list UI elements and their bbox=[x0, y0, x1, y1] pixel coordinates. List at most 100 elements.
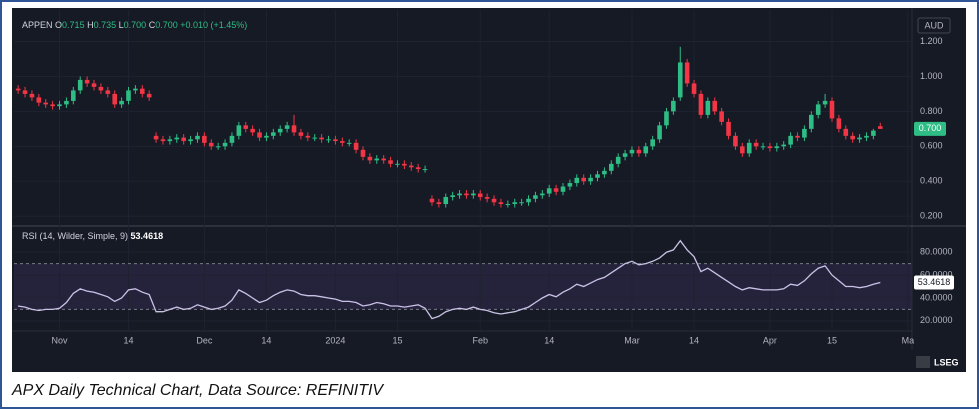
change: +0.010 (+1.45%) bbox=[180, 20, 247, 30]
candle-body bbox=[257, 132, 262, 138]
candle-body bbox=[533, 195, 538, 199]
candle-body bbox=[484, 197, 490, 199]
x-tick-label: Nov bbox=[52, 335, 69, 345]
candle-body bbox=[277, 128, 283, 133]
candle-body bbox=[367, 156, 373, 161]
currency-box[interactable] bbox=[917, 17, 951, 34]
candle-body bbox=[215, 146, 221, 148]
candle-body bbox=[36, 97, 42, 103]
rsi-tag-label: 53.4618 bbox=[918, 277, 951, 287]
rsi-title: RSI (14, Wilder, Simple, 9) bbox=[22, 231, 128, 241]
candle-body bbox=[850, 135, 855, 140]
y-tick-label: 1.200 bbox=[920, 36, 943, 46]
candle-body bbox=[629, 149, 635, 154]
open-label: O bbox=[55, 20, 62, 30]
high-label: H bbox=[87, 20, 94, 30]
candle-body bbox=[705, 100, 711, 115]
logo-icon bbox=[916, 356, 930, 368]
candle-body bbox=[305, 135, 311, 138]
candle-body bbox=[43, 102, 49, 105]
candle-body bbox=[526, 198, 531, 203]
candle-body bbox=[126, 90, 131, 101]
candle-body bbox=[195, 135, 200, 140]
candle-body bbox=[326, 139, 331, 141]
candle-body bbox=[753, 142, 759, 147]
candle-body bbox=[746, 142, 752, 154]
candle-body bbox=[602, 170, 607, 175]
logo: LSEG bbox=[934, 357, 959, 367]
candle-body bbox=[650, 139, 655, 147]
x-tick-label: 14 bbox=[123, 335, 133, 345]
candle-body bbox=[395, 163, 400, 165]
candle-body bbox=[160, 139, 166, 142]
candle-body bbox=[684, 62, 690, 84]
candle-body bbox=[733, 135, 738, 147]
x-tick-label: Dec bbox=[196, 335, 213, 345]
candle-body bbox=[836, 118, 842, 129]
y-tick-label: 1.000 bbox=[920, 71, 943, 81]
candle-body bbox=[202, 135, 207, 143]
candle-body bbox=[864, 135, 869, 138]
candle-body bbox=[512, 202, 518, 205]
candle-body bbox=[712, 100, 718, 112]
candle-body bbox=[464, 193, 469, 196]
x-tick-label: 15 bbox=[827, 335, 837, 345]
candle-body bbox=[71, 90, 76, 101]
x-tick-label: Ma bbox=[902, 335, 915, 345]
candle-body bbox=[333, 139, 338, 142]
y-tick-label: 20.0000 bbox=[920, 315, 953, 325]
candle-body bbox=[408, 165, 414, 168]
candle-body bbox=[636, 149, 642, 154]
candle-body bbox=[740, 146, 745, 154]
candle-body bbox=[519, 202, 524, 204]
close-label: C bbox=[149, 20, 156, 30]
last-price-tag bbox=[914, 121, 946, 136]
candle-body bbox=[243, 125, 249, 129]
candle-body bbox=[188, 139, 193, 142]
candle-body bbox=[491, 198, 497, 203]
candle-body bbox=[567, 183, 573, 187]
candle-body bbox=[643, 146, 649, 154]
candle-body bbox=[229, 135, 235, 143]
candle-body bbox=[436, 202, 442, 205]
rsi-legend: RSI (14, Wilder, Simple, 9) 53.4618 bbox=[22, 231, 163, 241]
candle-body bbox=[15, 88, 21, 91]
high-value: 0.735 bbox=[94, 20, 117, 30]
candle-body bbox=[208, 142, 214, 147]
y-tick-label: 0.800 bbox=[920, 106, 943, 116]
candle-body bbox=[264, 135, 269, 138]
candle-body bbox=[77, 79, 83, 91]
candle-body bbox=[505, 204, 511, 206]
x-tick-label: Mar bbox=[624, 335, 640, 345]
x-tick-label: Feb bbox=[472, 335, 488, 345]
x-tick-label: 15 bbox=[392, 335, 402, 345]
candle-body bbox=[622, 153, 628, 157]
candle-body bbox=[381, 158, 386, 161]
candle-body bbox=[477, 193, 483, 198]
candle-body bbox=[415, 167, 421, 170]
candle-body bbox=[671, 100, 676, 112]
candle-body bbox=[91, 83, 97, 87]
x-tick-label: 2024 bbox=[325, 335, 345, 345]
candle-body bbox=[857, 137, 862, 140]
rsi-last: 53.4618 bbox=[131, 231, 164, 241]
y-tick-label: 60.0000 bbox=[920, 269, 953, 279]
candle-body bbox=[588, 177, 593, 182]
candle-body bbox=[581, 177, 586, 182]
candle-body bbox=[112, 93, 117, 105]
candle-body bbox=[546, 188, 552, 194]
candle-body bbox=[822, 100, 828, 105]
candle-body bbox=[608, 163, 614, 171]
candle-body bbox=[540, 193, 545, 196]
candle-body bbox=[57, 104, 62, 107]
candle-body bbox=[809, 114, 814, 129]
candle-body bbox=[291, 125, 297, 133]
candle-body bbox=[726, 121, 731, 136]
candle-body bbox=[443, 197, 449, 205]
candle-body bbox=[284, 125, 290, 129]
candle-body bbox=[167, 139, 173, 142]
candle-body bbox=[595, 174, 600, 178]
candle-body bbox=[50, 104, 55, 107]
rsi-tag bbox=[914, 275, 954, 290]
